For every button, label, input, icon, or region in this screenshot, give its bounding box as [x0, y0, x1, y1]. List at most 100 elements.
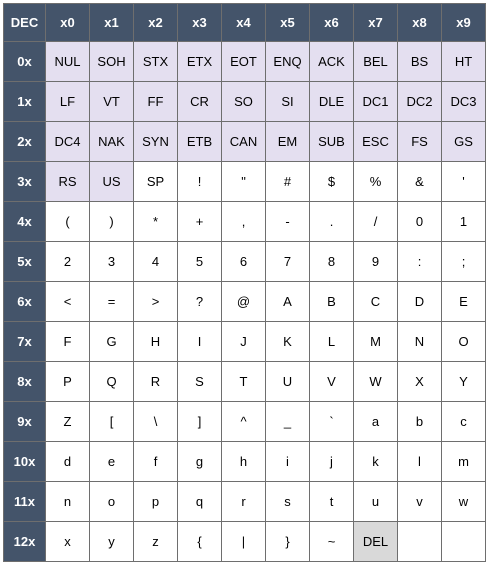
character-cell: S — [177, 361, 222, 402]
column-header: x7 — [353, 3, 398, 42]
table-row: 0x NUL SOH STX ETX EOT ENQ ACK BEL BS HT — [3, 41, 486, 82]
character-cell: SP — [133, 161, 178, 202]
character-cell: X — [397, 361, 442, 402]
character-cell: < — [45, 281, 90, 322]
control-code-cell: SUB — [309, 121, 354, 162]
row-header: 9x — [3, 401, 46, 442]
character-cell: T — [221, 361, 266, 402]
column-header: x8 — [397, 3, 442, 42]
control-code-cell: BS — [397, 41, 442, 82]
column-header: x3 — [177, 3, 222, 42]
column-header: x0 — [45, 3, 90, 42]
control-code-cell: DC4 — [45, 121, 90, 162]
character-cell: > — [133, 281, 178, 322]
character-cell: Z — [45, 401, 90, 442]
character-cell: 9 — [353, 241, 398, 282]
character-cell: P — [45, 361, 90, 402]
character-cell: M — [353, 321, 398, 362]
row-header: 2x — [3, 121, 46, 162]
character-cell: 4 — [133, 241, 178, 282]
empty-cell — [441, 521, 486, 562]
character-cell: x — [45, 521, 90, 562]
character-cell: v — [397, 481, 442, 522]
row-header: 5x — [3, 241, 46, 282]
character-cell: ^ — [221, 401, 266, 442]
character-cell: 2 — [45, 241, 90, 282]
character-cell: O — [441, 321, 486, 362]
row-header: 3x — [3, 161, 46, 202]
character-cell: _ — [265, 401, 310, 442]
character-cell: d — [45, 441, 90, 482]
control-code-cell: DC3 — [441, 81, 486, 122]
character-cell: U — [265, 361, 310, 402]
character-cell: A — [265, 281, 310, 322]
character-cell: g — [177, 441, 222, 482]
table-row: 8x P Q R S T U V W X Y — [3, 361, 486, 402]
column-header: x2 — [133, 3, 178, 42]
control-code-cell: FF — [133, 81, 178, 122]
character-cell: @ — [221, 281, 266, 322]
character-cell: J — [221, 321, 266, 362]
character-cell: D — [397, 281, 442, 322]
character-cell: E — [441, 281, 486, 322]
table-row: 1x LF VT FF CR SO SI DLE DC1 DC2 DC3 — [3, 81, 486, 122]
row-header: 10x — [3, 441, 46, 482]
character-cell: w — [441, 481, 486, 522]
table-row: 11x n o p q r s t u v w — [3, 481, 486, 522]
control-code-cell: ESC — [353, 121, 398, 162]
table-row: 9x Z[\] ^ _ ` a b c — [3, 401, 486, 442]
column-header: x6 — [309, 3, 354, 42]
character-cell: q — [177, 481, 222, 522]
character-cell: C — [353, 281, 398, 322]
row-header: 7x — [3, 321, 46, 362]
control-code-cell: STX — [133, 41, 178, 82]
control-code-cell: VT — [89, 81, 134, 122]
control-code-cell: US — [89, 161, 134, 202]
control-code-cell: LF — [45, 81, 90, 122]
row-header: 4x — [3, 201, 46, 242]
character-cell: } — [265, 521, 310, 562]
character-cell: Y — [441, 361, 486, 402]
character-cell: 5 — [177, 241, 222, 282]
character-cell: G — [89, 321, 134, 362]
character-cell: z — [133, 521, 178, 562]
character-cell: " — [221, 161, 266, 202]
control-code-cell: SOH — [89, 41, 134, 82]
character-cell: u — [353, 481, 398, 522]
control-code-cell: HT — [441, 41, 486, 82]
control-code-cell: DC2 — [397, 81, 442, 122]
character-cell: o — [89, 481, 134, 522]
control-code-cell: FS — [397, 121, 442, 162]
character-cell: $ — [309, 161, 354, 202]
character-cell: B — [309, 281, 354, 322]
character-cell: ? — [177, 281, 222, 322]
character-cell: ( — [45, 201, 90, 242]
control-code-cell: NAK — [89, 121, 134, 162]
character-cell: Q — [89, 361, 134, 402]
character-cell: t — [309, 481, 354, 522]
table-row: 10x d e f g h i j k l m — [3, 441, 486, 482]
control-code-cell: SYN — [133, 121, 178, 162]
character-cell: l — [397, 441, 442, 482]
row-header: 6x — [3, 281, 46, 322]
column-header: x9 — [441, 3, 486, 42]
character-cell: - — [265, 201, 310, 242]
control-code-cell: DC1 — [353, 81, 398, 122]
table-row: 4x() * +, -./0 1 — [3, 201, 486, 242]
control-code-cell: ACK — [309, 41, 354, 82]
character-cell: L — [309, 321, 354, 362]
control-code-cell: CR — [177, 81, 222, 122]
column-header: x4 — [221, 3, 266, 42]
control-code-cell: DLE — [309, 81, 354, 122]
character-cell: p — [133, 481, 178, 522]
character-cell: | — [221, 521, 266, 562]
character-cell: I — [177, 321, 222, 362]
character-cell: % — [353, 161, 398, 202]
control-code-cell: GS — [441, 121, 486, 162]
character-cell: = — [89, 281, 134, 322]
character-cell: ! — [177, 161, 222, 202]
character-cell: F — [45, 321, 90, 362]
character-cell: f — [133, 441, 178, 482]
character-cell: h — [221, 441, 266, 482]
character-cell: a — [353, 401, 398, 442]
